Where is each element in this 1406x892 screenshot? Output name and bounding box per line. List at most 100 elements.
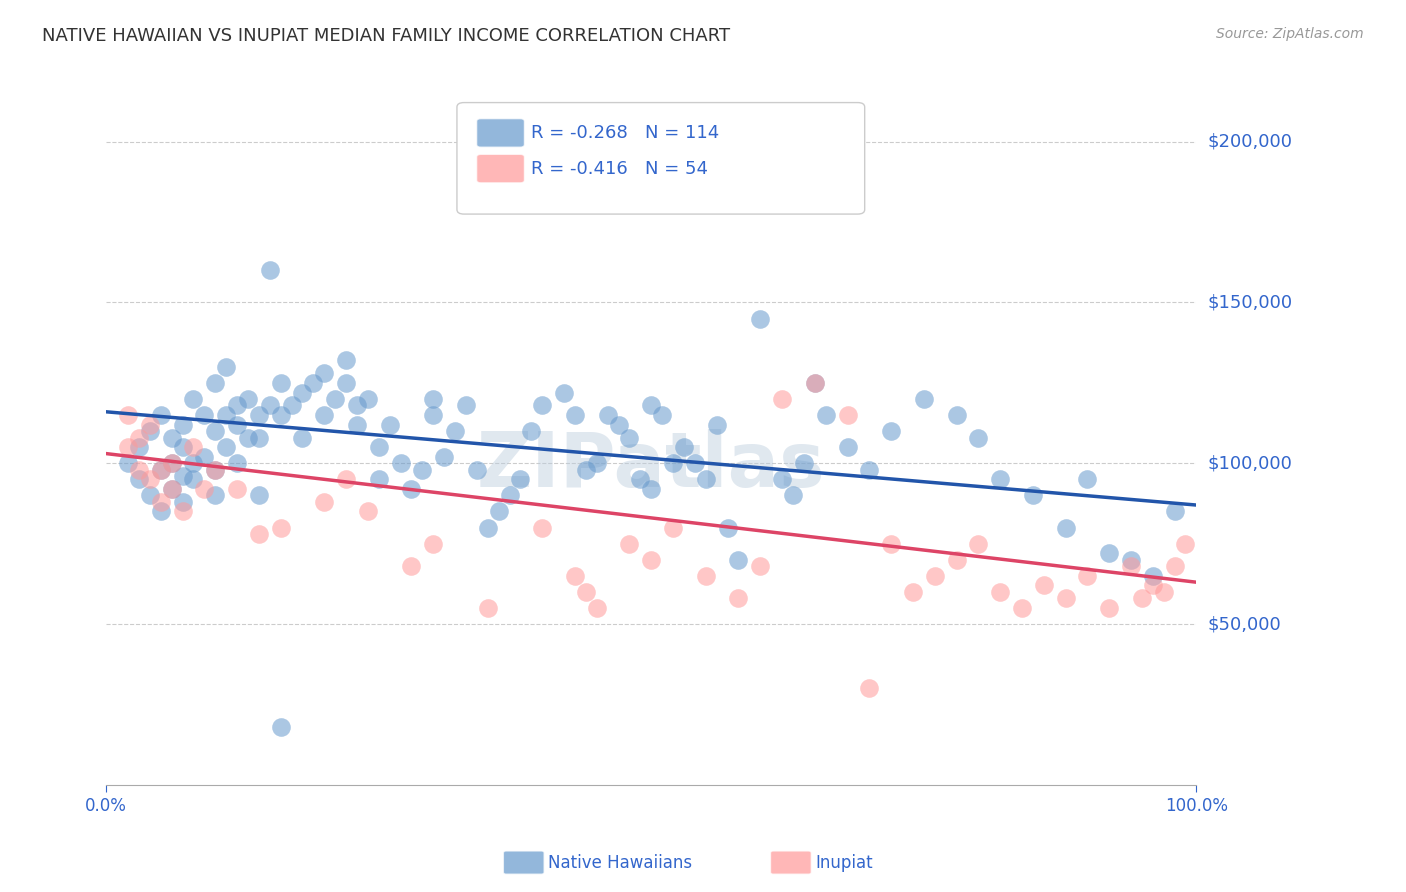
Point [498,488,520,502]
Point [117,408,139,422]
Point [128,463,150,477]
Point [628,472,651,486]
Point [128,431,150,445]
Point [1119,559,1142,574]
Point [149,463,172,477]
Point [945,552,967,566]
Point [607,417,630,432]
Point [727,591,749,606]
Point [215,408,238,422]
Point [1119,552,1142,566]
Point [280,398,302,412]
Point [1142,578,1164,592]
Point [716,520,738,534]
Point [967,431,990,445]
Point [804,376,827,390]
Text: R = -0.416   N = 54: R = -0.416 N = 54 [531,160,709,178]
Point [193,482,215,496]
Point [640,552,662,566]
Point [236,431,259,445]
Point [226,482,249,496]
Point [1130,591,1153,606]
Point [128,440,150,454]
Point [1054,520,1077,534]
Point [749,311,772,326]
Point [236,392,259,406]
Point [117,440,139,454]
Text: $150,000: $150,000 [1208,293,1292,311]
Point [302,376,325,390]
Point [172,417,194,432]
Point [335,353,357,368]
Point [880,424,903,438]
Point [160,431,183,445]
Point [160,456,183,470]
Point [1022,488,1045,502]
Point [695,568,717,582]
Point [247,488,270,502]
Point [509,472,531,486]
Point [912,392,935,406]
Point [596,408,619,422]
Point [259,398,281,412]
Point [378,417,401,432]
Point [346,417,368,432]
Point [183,440,205,454]
Point [465,463,488,477]
Point [193,450,215,464]
Point [651,408,673,422]
Point [160,482,183,496]
Point [575,585,598,599]
Point [172,504,194,518]
Point [782,488,804,502]
Point [389,456,412,470]
Point [1174,536,1197,550]
Point [270,720,292,734]
Point [149,495,172,509]
Point [291,385,314,400]
Point [858,463,880,477]
Point [139,488,162,502]
Point [149,408,172,422]
Point [564,568,586,582]
Point [226,417,249,432]
Point [139,417,162,432]
Point [1098,601,1121,615]
Point [1153,585,1175,599]
Point [706,417,728,432]
Point [988,585,1011,599]
Point [422,392,444,406]
Text: $200,000: $200,000 [1208,133,1292,151]
Point [477,520,499,534]
Point [215,440,238,454]
Text: ZIPatlas: ZIPatlas [477,429,825,503]
Point [770,472,793,486]
Point [531,520,554,534]
Point [814,408,837,422]
Point [683,456,706,470]
Point [749,559,772,574]
Point [139,424,162,438]
Point [314,366,336,380]
Point [204,463,226,477]
Point [291,431,314,445]
Point [585,456,607,470]
Point [172,440,194,454]
Point [411,463,433,477]
Point [357,504,380,518]
Point [172,469,194,483]
Point [880,536,903,550]
Point [357,392,380,406]
Text: Source: ZipAtlas.com: Source: ZipAtlas.com [1216,27,1364,41]
Point [204,488,226,502]
Point [454,398,477,412]
Point [619,431,641,445]
Point [204,376,226,390]
Point [247,408,270,422]
Point [149,504,172,518]
Point [215,359,238,374]
Text: $100,000: $100,000 [1208,454,1292,472]
Point [314,408,336,422]
Point [662,520,685,534]
Point [837,440,859,454]
